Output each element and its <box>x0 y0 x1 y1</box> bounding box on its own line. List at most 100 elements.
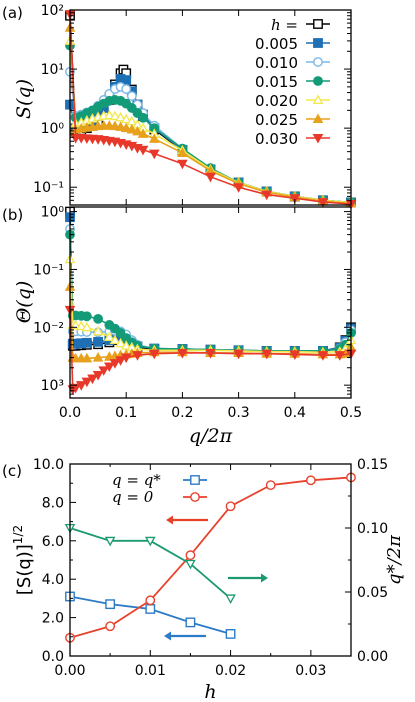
data-point <box>104 536 116 547</box>
data-point <box>115 356 126 366</box>
data-point <box>225 629 236 639</box>
data-point <box>75 320 87 331</box>
y-tick-label: 0.0 <box>42 649 64 665</box>
y-tick-label: 8.0 <box>42 495 64 511</box>
data-point <box>138 112 148 123</box>
x-tick-label: 0.0 <box>59 405 81 421</box>
data-point <box>145 604 156 614</box>
arrow-left-blue-head <box>164 631 171 641</box>
data-point <box>75 381 87 391</box>
data-point <box>81 377 93 388</box>
y2-tick-label: 0.10 <box>357 521 388 537</box>
plot-frame <box>69 9 352 206</box>
y-axis-label: Θ(q) <box>13 281 35 324</box>
data-point <box>93 336 104 347</box>
legend-label: q = 0 <box>112 488 154 506</box>
data-point <box>105 621 116 632</box>
x-tick-label: 0.1 <box>115 405 137 421</box>
panel-c: 0.00 0.01 0.02 0.03 0.0 2.0 4.0 6.0 8.0 10.0 0.00 0… <box>11 457 405 702</box>
data-point <box>126 123 138 134</box>
data-point <box>104 362 115 373</box>
series-0.020 <box>64 253 357 357</box>
y-tick-label: 10⁻¹ <box>33 180 64 196</box>
plot-frame <box>69 206 352 399</box>
data-point <box>109 110 121 121</box>
legend-marker <box>190 475 200 485</box>
data-point <box>148 133 160 143</box>
data-point <box>261 190 273 201</box>
y2-tick-label: 0.00 <box>357 649 388 665</box>
legend-label: 0.010 <box>255 54 298 72</box>
legend-label: 0.025 <box>255 111 298 129</box>
data-point <box>104 109 115 120</box>
y-tick-label: 4.0 <box>42 572 64 588</box>
data-point <box>115 111 126 122</box>
legend-marker <box>313 57 323 67</box>
data-point <box>81 311 92 322</box>
x-tick-label: 0.03 <box>295 663 326 679</box>
legend-label: 0.020 <box>255 92 298 110</box>
legend-marker <box>312 133 324 144</box>
data-point <box>92 352 104 362</box>
y-tick-label: 6.0 <box>42 534 64 550</box>
legend-marker <box>313 19 323 29</box>
y-tick-label: 10¹ <box>41 62 64 78</box>
data-point <box>148 149 160 160</box>
panel-label-c: (c) <box>2 462 22 480</box>
data-point <box>93 313 104 324</box>
data-point <box>233 349 244 360</box>
data-point <box>121 84 132 94</box>
data-point <box>81 321 93 332</box>
data-point <box>120 353 132 364</box>
data-point <box>120 122 132 133</box>
data-point <box>145 595 156 606</box>
y-tick-label: 10⁻¹ <box>33 262 64 278</box>
data-point <box>137 145 149 156</box>
y-tick-label: 10² <box>41 3 64 19</box>
data-point <box>185 617 196 628</box>
data-point <box>233 183 244 193</box>
data-point <box>305 475 316 486</box>
data-point <box>105 599 116 610</box>
y2-axis-label: q*/2π <box>384 534 405 585</box>
arrow-right-green-head <box>261 573 268 583</box>
data-point <box>265 480 276 491</box>
data-point <box>98 366 110 376</box>
x-tick-label: 0.3 <box>227 405 249 421</box>
legend-label: 0.005 <box>255 35 298 53</box>
data-point <box>109 359 121 369</box>
data-point <box>205 348 216 359</box>
series-0.030 <box>64 10 357 210</box>
data-point <box>109 334 121 345</box>
legend-marker <box>312 113 324 124</box>
data-point <box>81 352 93 363</box>
x-axis-label: h <box>204 681 216 702</box>
data-point <box>132 125 143 136</box>
data-point <box>225 594 236 604</box>
y2-tick-label: 0.15 <box>357 457 388 473</box>
data-point <box>109 120 121 131</box>
data-point <box>144 536 156 547</box>
legend-title: h = <box>271 16 298 34</box>
panel-label-a: (a) <box>2 4 23 22</box>
data-point <box>104 331 115 342</box>
data-point <box>126 91 137 101</box>
data-point <box>261 349 273 360</box>
y-tick-label: 10⁰ <box>41 121 65 137</box>
legend-marker <box>312 94 324 105</box>
data-point <box>115 337 126 348</box>
data-point <box>185 559 196 570</box>
data-point <box>205 172 216 183</box>
data-point <box>185 550 196 561</box>
x-tick-label: 0.5 <box>340 405 362 421</box>
legend-label: 0.030 <box>255 130 298 148</box>
x-tick-label: 0.4 <box>284 405 306 421</box>
y-axis-label: S(q) <box>13 79 35 119</box>
data-point <box>317 351 329 361</box>
x-tick-label: 0.02 <box>215 663 246 679</box>
legend-marker <box>190 492 200 502</box>
legend-label: 0.015 <box>255 73 298 91</box>
x-tick-label: 0.01 <box>135 663 166 679</box>
data-point <box>334 351 346 361</box>
